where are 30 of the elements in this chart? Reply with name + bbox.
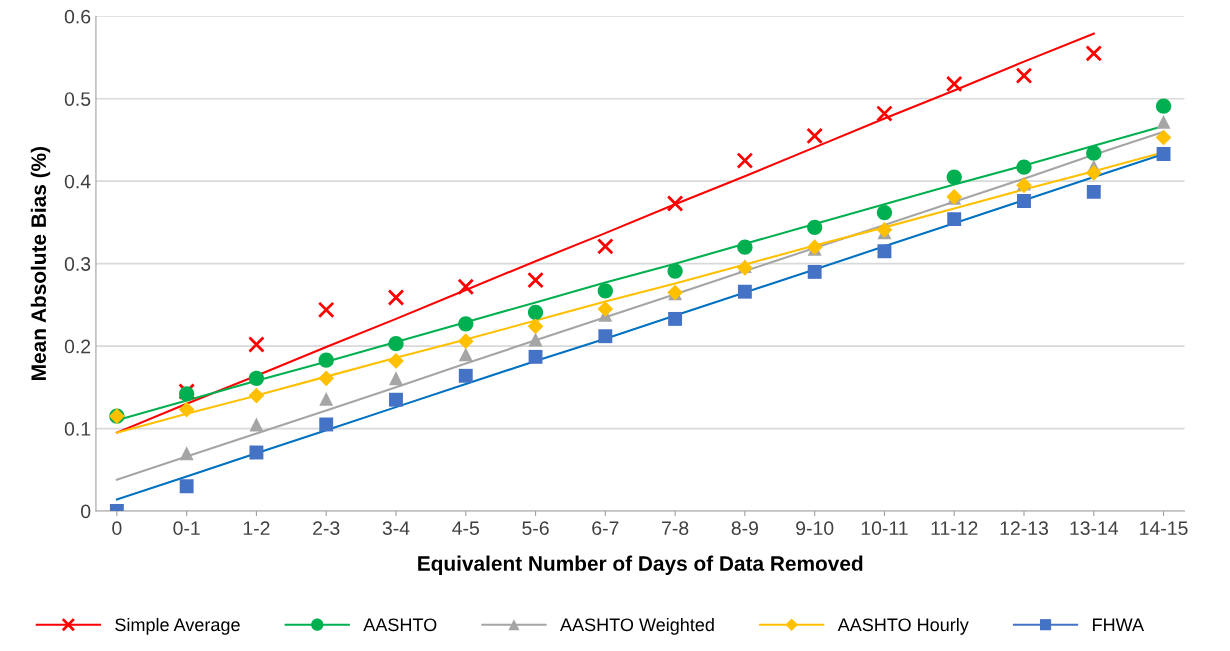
- y-tick-label: 0.5: [64, 92, 91, 106]
- x-tick-label: 10-11: [861, 521, 908, 536]
- y-tick-label: 0.1: [64, 422, 91, 436]
- y-tick-label: 0.6: [64, 9, 91, 24]
- x-tick-label: 0: [112, 521, 122, 536]
- x-tick-label: 7-8: [662, 521, 689, 536]
- x-tick-label: 8-9: [731, 521, 759, 536]
- x-tick-label: 1-2: [243, 521, 270, 535]
- x-axis-title: Equivalent Number of Days of Data Removed: [418, 555, 863, 575]
- legend-label: AASHTO: [363, 618, 437, 632]
- x-tick-label: 13-14: [1070, 521, 1119, 536]
- x-tick-label: 12-13: [1000, 521, 1049, 536]
- x-tick-label: 14-15: [1140, 521, 1188, 536]
- x-tick-label: 4-5: [452, 521, 480, 536]
- legend-label: Simple Average: [115, 617, 240, 635]
- x-tick-label: 9-10: [796, 521, 834, 536]
- legend-label: AASHTO Hourly: [837, 617, 969, 635]
- legend-label: AASHTO Weighted: [560, 617, 714, 635]
- x-tick-label: 6-7: [592, 521, 619, 536]
- y-tick-label: 0: [81, 504, 91, 519]
- y-axis-title: Mean Absolute Bias (%): [30, 147, 51, 380]
- y-tick-label: 0.3: [64, 257, 91, 271]
- x-tick-label: 11-12: [931, 521, 978, 535]
- x-tick-label: 2-3: [313, 521, 340, 536]
- x-tick-label: 3-4: [382, 521, 410, 536]
- y-tick-label: 0.2: [64, 339, 91, 354]
- x-tick-label: 0-1: [173, 521, 200, 536]
- legend-label: FHWA: [1093, 618, 1145, 631]
- x-tick-label: 5-6: [522, 521, 549, 536]
- y-tick-label: 0.4: [64, 174, 91, 189]
